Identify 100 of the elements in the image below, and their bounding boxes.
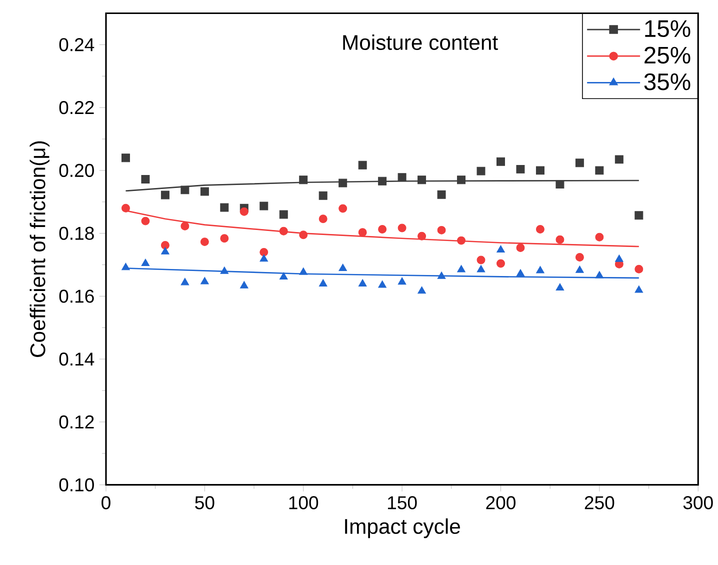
point (161, 246, 170, 254)
point (476, 166, 486, 176)
point (260, 248, 268, 256)
point (556, 180, 564, 188)
point (457, 175, 466, 184)
point (160, 240, 170, 250)
point (122, 262, 130, 270)
point (200, 276, 209, 284)
point (141, 258, 150, 266)
point (358, 160, 367, 170)
legend-label: 25% (644, 46, 690, 64)
point (318, 279, 328, 286)
point (496, 259, 505, 268)
point (200, 187, 209, 196)
y-tick-label: 0.20 (59, 164, 94, 177)
point (260, 254, 268, 262)
point (240, 280, 248, 288)
y-tick-label: 0.24 (59, 38, 94, 52)
y-axis-title: Coefficient of friction(μ) (30, 141, 50, 357)
point (457, 264, 466, 272)
y-tick-label: 0.16 (59, 289, 94, 303)
point (476, 264, 486, 272)
x-tick-label: 250 (584, 496, 614, 510)
point (418, 286, 426, 294)
y-tick-label: 0.14 (59, 352, 94, 366)
point (220, 266, 229, 274)
point (358, 228, 367, 236)
x-tick-label: 200 (486, 496, 516, 510)
point (496, 245, 505, 252)
point (299, 267, 308, 275)
point (180, 278, 190, 286)
y-tick-label: 0.12 (59, 415, 94, 428)
point (634, 285, 644, 293)
point (378, 176, 387, 186)
point (516, 164, 525, 174)
x-tick-label: 0 (102, 496, 110, 510)
point (634, 211, 644, 220)
y-tick-label: 0.10 (59, 478, 94, 492)
point (299, 230, 308, 239)
legend-title: Moisture content (343, 34, 498, 50)
point (556, 235, 564, 244)
point (200, 237, 209, 246)
point (180, 222, 190, 230)
point (536, 224, 544, 234)
point (576, 266, 584, 273)
point (418, 175, 426, 184)
point (496, 157, 505, 166)
point (437, 226, 446, 234)
point (378, 224, 387, 234)
point (220, 234, 229, 242)
point (338, 204, 348, 213)
legend-label: 15% (645, 20, 690, 37)
point (299, 175, 308, 184)
point (338, 264, 348, 271)
point (398, 277, 406, 284)
point (634, 264, 644, 274)
point (279, 210, 288, 219)
point (595, 166, 604, 175)
point (378, 280, 386, 288)
point (160, 190, 170, 200)
point (437, 190, 446, 199)
point (220, 203, 229, 212)
point (575, 252, 584, 262)
point (358, 279, 367, 286)
point (121, 153, 130, 162)
x-tick-label: 150 (388, 496, 417, 510)
point (536, 166, 544, 175)
point (418, 232, 426, 240)
y-tick-label: 0.22 (59, 100, 94, 114)
point (279, 272, 288, 280)
point (595, 232, 604, 242)
point (614, 155, 624, 164)
point (279, 226, 288, 236)
x-tick-label: 50 (195, 496, 214, 510)
x-tick-label: 100 (289, 496, 318, 510)
point (595, 270, 604, 278)
point (141, 216, 150, 226)
point (457, 236, 466, 245)
point (260, 202, 268, 210)
point (398, 172, 406, 182)
point (240, 207, 248, 216)
point (318, 191, 328, 200)
point (180, 186, 190, 194)
point (556, 283, 564, 290)
point (398, 224, 406, 232)
point (516, 243, 525, 252)
point (476, 256, 486, 264)
legend-label: 35% (644, 73, 690, 90)
point (437, 271, 446, 279)
point (141, 174, 150, 184)
point (318, 214, 328, 223)
point (536, 266, 544, 274)
point (575, 158, 584, 167)
x-tick-label: 300 (683, 496, 713, 510)
point (121, 204, 130, 212)
point (615, 254, 624, 262)
y-tick-label: 0.18 (59, 226, 94, 240)
x-axis-title: Impact cycle (345, 518, 460, 538)
point (338, 178, 348, 188)
point (516, 268, 525, 276)
